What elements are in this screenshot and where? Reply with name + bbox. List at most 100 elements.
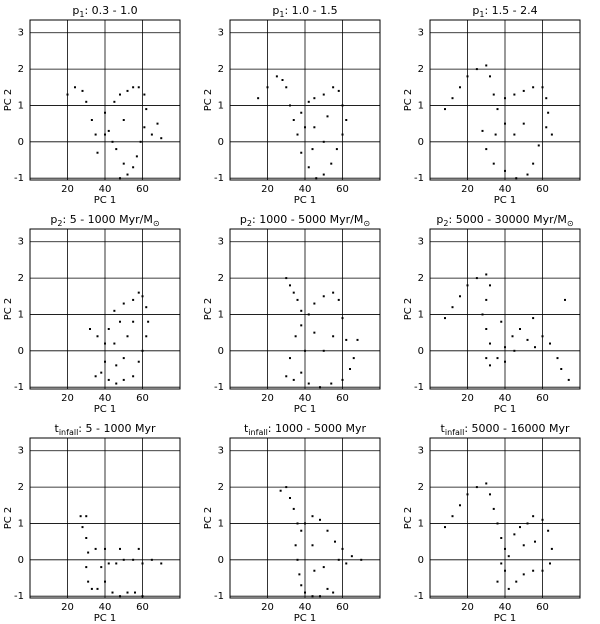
point bbox=[519, 526, 521, 529]
x-axis-label: PC 1 bbox=[294, 613, 317, 624]
y-tick-label: -1 bbox=[414, 173, 424, 184]
point bbox=[132, 86, 135, 89]
point bbox=[115, 382, 118, 385]
point bbox=[556, 357, 559, 360]
point bbox=[104, 580, 106, 583]
point bbox=[137, 291, 140, 294]
point bbox=[135, 155, 138, 158]
point bbox=[292, 507, 295, 510]
point bbox=[119, 177, 121, 180]
point bbox=[143, 126, 146, 129]
y-tick-label: 1 bbox=[218, 100, 224, 111]
point bbox=[111, 591, 114, 594]
title-text: : 5 - 1000 Myr/M bbox=[63, 213, 153, 226]
point bbox=[330, 382, 333, 385]
point bbox=[545, 97, 548, 100]
point bbox=[300, 584, 303, 587]
x-tick-label: 20 bbox=[61, 602, 74, 613]
y-tick-label: 2 bbox=[418, 64, 424, 75]
point bbox=[532, 569, 535, 572]
title-subscript: 2 bbox=[247, 219, 252, 228]
point bbox=[294, 335, 297, 338]
point bbox=[145, 306, 148, 309]
x-tick-label: 40 bbox=[299, 602, 312, 613]
point bbox=[485, 328, 488, 330]
x-tick-label: 40 bbox=[299, 184, 312, 195]
x-tick-label: 20 bbox=[461, 602, 474, 613]
y-tick-label: 1 bbox=[218, 309, 224, 320]
x-tick-label: 60 bbox=[136, 393, 149, 404]
y-axis-label: PC 2 bbox=[203, 298, 214, 321]
y-tick-label: 0 bbox=[418, 346, 424, 357]
x-axis-label: PC 1 bbox=[494, 195, 517, 206]
y-axis-label: PC 2 bbox=[203, 89, 214, 112]
point bbox=[122, 162, 125, 165]
y-tick-label: 2 bbox=[18, 482, 24, 493]
y-tick-label: 2 bbox=[218, 482, 224, 493]
point bbox=[322, 93, 325, 96]
point bbox=[296, 558, 299, 561]
point bbox=[285, 86, 288, 89]
point bbox=[107, 129, 110, 132]
point bbox=[285, 277, 288, 280]
point bbox=[485, 357, 488, 360]
point bbox=[96, 587, 99, 590]
y-axis-label: PC 2 bbox=[403, 89, 414, 112]
point bbox=[567, 378, 570, 381]
title-subscript: infall bbox=[59, 428, 78, 437]
y-tick-label: 3 bbox=[18, 28, 24, 39]
point bbox=[532, 162, 535, 165]
title-text: : 5000 - 16000 Myr bbox=[464, 422, 570, 435]
title-text: : 1000 - 5000 Myr bbox=[268, 422, 367, 435]
x-axis-label: PC 1 bbox=[494, 613, 517, 624]
point bbox=[156, 122, 159, 125]
point bbox=[134, 591, 136, 594]
y-tick-label: 1 bbox=[218, 518, 224, 529]
title-symbol: p bbox=[272, 4, 279, 17]
point bbox=[522, 89, 525, 92]
point bbox=[356, 338, 359, 341]
point bbox=[296, 298, 299, 301]
point bbox=[319, 518, 321, 521]
point bbox=[360, 558, 363, 561]
point bbox=[266, 86, 269, 89]
point bbox=[313, 331, 316, 334]
x-tick-label: 60 bbox=[536, 602, 549, 613]
point bbox=[541, 86, 544, 89]
point bbox=[307, 166, 310, 169]
plot-frame bbox=[29, 19, 181, 181]
point bbox=[332, 591, 335, 594]
point bbox=[492, 507, 495, 510]
title-unit-subscript: ⊙ bbox=[567, 219, 574, 228]
point bbox=[332, 86, 335, 89]
point bbox=[100, 566, 103, 569]
point bbox=[500, 320, 503, 323]
x-axis-label: PC 1 bbox=[94, 404, 117, 415]
y-tick-label: 0 bbox=[218, 346, 224, 357]
x-tick-label: 40 bbox=[99, 393, 112, 404]
point bbox=[104, 342, 106, 345]
y-tick-label: 0 bbox=[218, 137, 224, 148]
point bbox=[496, 522, 499, 525]
point bbox=[122, 378, 125, 381]
point bbox=[141, 349, 144, 352]
point bbox=[507, 587, 510, 590]
point bbox=[104, 547, 106, 550]
point bbox=[304, 349, 306, 352]
point bbox=[526, 173, 529, 176]
point bbox=[515, 580, 518, 583]
point bbox=[300, 111, 303, 114]
point bbox=[459, 295, 461, 298]
point bbox=[126, 335, 129, 338]
x-tick-label: 40 bbox=[299, 393, 312, 404]
point bbox=[147, 320, 150, 323]
panel-title: tinfall: 5000 - 16000 Myr bbox=[441, 422, 570, 437]
plot-frame bbox=[429, 19, 581, 181]
point bbox=[87, 580, 90, 583]
point bbox=[345, 562, 348, 565]
point bbox=[137, 360, 140, 363]
y-tick-label: 1 bbox=[18, 100, 24, 111]
point bbox=[126, 173, 129, 176]
point bbox=[345, 338, 348, 341]
point bbox=[119, 595, 121, 598]
